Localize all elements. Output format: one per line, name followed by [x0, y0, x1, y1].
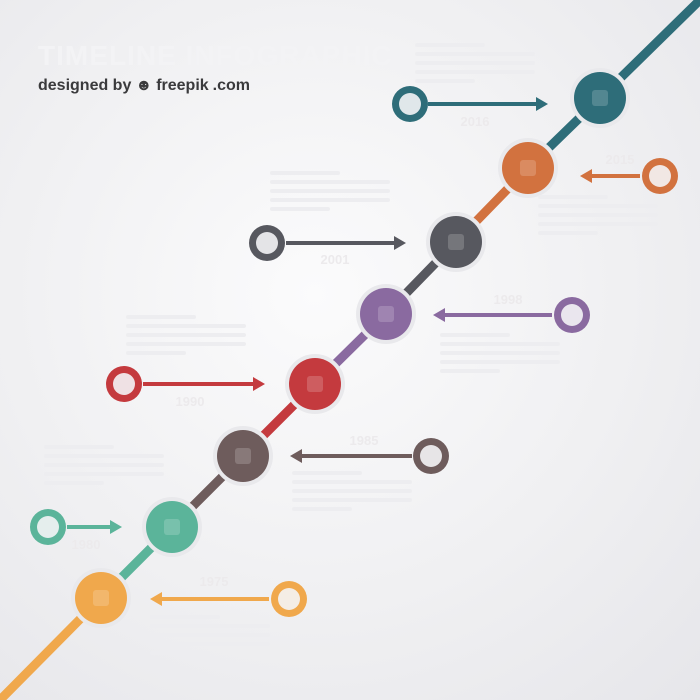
placeholder-text-line — [126, 342, 246, 346]
milestone-text-block — [44, 440, 174, 490]
milestone-node — [289, 358, 341, 410]
milestone-year: 1980 — [71, 537, 101, 552]
milestone-year: 2015 — [605, 152, 635, 167]
milestone-node — [360, 288, 412, 340]
freepik-logo-icon: ☻ — [135, 77, 153, 94]
credit-suffix: .com — [212, 77, 251, 94]
arrow-head — [110, 520, 122, 534]
milestone-node — [430, 216, 482, 268]
milestone-year: 1975 — [199, 574, 229, 589]
placeholder-text-line — [126, 324, 246, 328]
side-circle-inner — [37, 516, 59, 538]
credit-prefix: designed by — [38, 77, 132, 94]
placeholder-text-line — [270, 171, 340, 175]
milestone-node — [75, 572, 127, 624]
phone-icon — [307, 376, 323, 392]
chart-icon — [448, 234, 464, 250]
side-circle-inner — [399, 93, 421, 115]
placeholder-text-line — [440, 369, 500, 373]
placeholder-text-line — [44, 445, 114, 449]
placeholder-text-line — [44, 472, 164, 476]
arrow-head — [150, 592, 162, 606]
milestone-text-block — [440, 328, 570, 378]
milestone-text-block — [538, 190, 668, 240]
milestone-node — [502, 142, 554, 194]
milestone-year: 2016 — [460, 114, 490, 129]
arrow-head — [394, 236, 406, 250]
side-circle-inner — [420, 445, 442, 467]
document-icon — [235, 448, 251, 464]
lightbulb-icon — [93, 590, 109, 606]
placeholder-text-line — [415, 43, 485, 47]
milestone-year: 2001 — [320, 252, 350, 267]
side-circle-inner — [113, 373, 135, 395]
placeholder-text-line — [440, 333, 510, 337]
placeholder-text-line — [150, 624, 270, 628]
placeholder-text-line — [150, 642, 270, 646]
placeholder-text-line — [292, 489, 412, 493]
placeholder-text-line — [150, 615, 220, 619]
side-circle-inner — [561, 304, 583, 326]
arrow-head — [433, 308, 445, 322]
placeholder-text-line — [538, 222, 658, 226]
milestone-node — [574, 72, 626, 124]
arrow-head — [290, 449, 302, 463]
milestone-text-block — [415, 38, 545, 88]
milestone-year: 1985 — [349, 433, 379, 448]
placeholder-text-line — [415, 61, 535, 65]
arrow-head — [536, 97, 548, 111]
arrow-head — [580, 169, 592, 183]
placeholder-text-line — [270, 198, 390, 202]
milestone-text-block — [292, 466, 422, 516]
placeholder-text-line — [44, 481, 104, 485]
credit-line: designed by ☻ freepik .com — [38, 77, 250, 95]
placeholder-text-line — [44, 463, 164, 467]
milestone-year: 1990 — [175, 394, 205, 409]
placeholder-text-line — [270, 207, 330, 211]
placeholder-text-line — [538, 213, 658, 217]
placeholder-text-line — [126, 315, 196, 319]
side-circle-inner — [256, 232, 278, 254]
placeholder-text-line — [150, 633, 270, 637]
placeholder-text-line — [150, 651, 210, 655]
placeholder-text-line — [292, 507, 352, 511]
placeholder-text-line — [440, 351, 560, 355]
milestone-year: 1998 — [493, 292, 523, 307]
placeholder-text-line — [538, 195, 608, 199]
infographic-title: TIMELINE INFOGRAPHIC — [38, 40, 393, 71]
milestone-node — [217, 430, 269, 482]
placeholder-text-line — [415, 79, 475, 83]
gear-icon — [520, 160, 536, 176]
placeholder-text-line — [292, 471, 362, 475]
placeholder-text-line — [415, 70, 535, 74]
placeholder-text-line — [44, 454, 164, 458]
placeholder-text-line — [292, 498, 412, 502]
placeholder-text-line — [292, 480, 412, 484]
side-circle-inner — [278, 588, 300, 610]
placeholder-text-line — [270, 189, 390, 193]
milestone-text-block — [270, 166, 400, 216]
cloud-icon — [592, 90, 608, 106]
milestone-text-block — [150, 610, 280, 660]
credit-brand: freepik — [156, 77, 209, 94]
placeholder-text-line — [126, 333, 246, 337]
placeholder-text-line — [538, 204, 658, 208]
placeholder-text-line — [440, 360, 560, 364]
placeholder-text-line — [415, 52, 535, 56]
arrow-head — [253, 377, 265, 391]
placeholder-text-line — [440, 342, 560, 346]
side-circle-inner — [649, 165, 671, 187]
mail-icon — [164, 519, 180, 535]
placeholder-text-line — [126, 351, 186, 355]
placeholder-text-line — [270, 180, 390, 184]
milestone-node — [146, 501, 198, 553]
milestone-text-block — [126, 310, 256, 360]
diamond-icon — [378, 306, 394, 322]
placeholder-text-line — [538, 231, 598, 235]
